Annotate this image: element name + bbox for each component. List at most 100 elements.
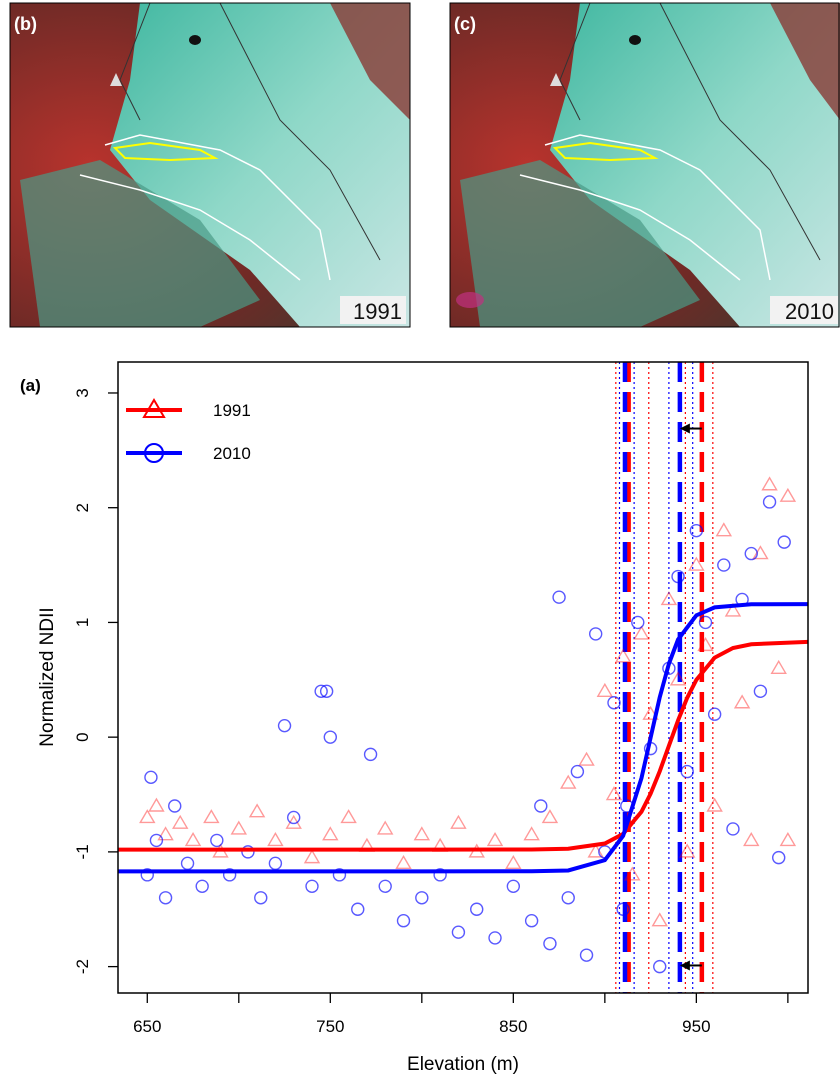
legend-marker xyxy=(142,398,166,418)
fit-curve xyxy=(118,602,808,874)
point xyxy=(570,764,585,779)
point xyxy=(631,615,645,630)
point xyxy=(779,832,797,847)
y-tick-label: 0 xyxy=(73,732,92,741)
point xyxy=(560,774,577,789)
y-axis-title: Normalized NDII xyxy=(37,607,58,746)
panel-label: (c) xyxy=(454,14,476,34)
point xyxy=(579,948,594,962)
point xyxy=(671,569,685,584)
point xyxy=(172,814,189,829)
point xyxy=(210,833,224,848)
point xyxy=(777,535,791,549)
point xyxy=(451,925,466,939)
point xyxy=(762,495,777,509)
point xyxy=(534,799,548,813)
legend-marker xyxy=(144,443,164,463)
point xyxy=(248,803,266,818)
image-frame xyxy=(449,2,840,328)
point xyxy=(761,476,778,491)
y-tick-label: 1 xyxy=(73,618,92,627)
satellite-image xyxy=(10,3,410,327)
point xyxy=(184,832,202,847)
year-box xyxy=(340,296,406,324)
point xyxy=(314,684,328,698)
point xyxy=(772,850,786,865)
point xyxy=(733,694,751,709)
x-tick-label: 850 xyxy=(499,1017,527,1036)
point xyxy=(743,832,760,847)
point xyxy=(340,809,357,824)
x-axis-title: Elevation (m) xyxy=(407,1054,519,1075)
point xyxy=(624,866,641,881)
point xyxy=(139,809,156,824)
legend-label: 1991 xyxy=(213,401,251,420)
image-frame xyxy=(9,2,411,328)
x-tick-label: 750 xyxy=(316,1017,344,1036)
point xyxy=(678,843,696,858)
point xyxy=(698,615,713,630)
point xyxy=(322,826,339,841)
point xyxy=(706,797,723,812)
y-tick-label: -1 xyxy=(73,844,92,859)
y-tick-label: 3 xyxy=(73,388,92,397)
year-box xyxy=(770,296,838,324)
point xyxy=(669,671,687,686)
point xyxy=(726,822,740,836)
point xyxy=(488,931,502,945)
point xyxy=(303,849,321,864)
point xyxy=(614,648,632,663)
point xyxy=(277,718,292,733)
point xyxy=(267,832,284,847)
point xyxy=(605,786,623,801)
point xyxy=(596,682,614,697)
point xyxy=(203,809,220,824)
point xyxy=(753,684,768,698)
point xyxy=(561,891,575,905)
point xyxy=(378,879,392,894)
point xyxy=(332,868,347,882)
point xyxy=(222,868,237,882)
point xyxy=(697,636,714,652)
point xyxy=(241,845,255,859)
point xyxy=(433,868,447,882)
point xyxy=(158,891,173,905)
year-label: 1991 xyxy=(353,299,402,324)
point xyxy=(363,747,378,762)
point xyxy=(395,854,412,870)
point xyxy=(633,625,650,640)
point xyxy=(285,814,302,829)
point xyxy=(588,627,603,641)
point xyxy=(779,487,797,502)
point xyxy=(770,659,787,675)
arrow-head xyxy=(679,960,690,971)
point xyxy=(707,707,722,721)
fit-curve xyxy=(118,639,808,852)
point xyxy=(144,770,158,785)
point xyxy=(195,879,209,894)
panel-label: (a) xyxy=(20,376,41,395)
point xyxy=(351,902,365,916)
point xyxy=(230,820,248,835)
point xyxy=(578,751,595,766)
arrow-head xyxy=(679,423,690,434)
point xyxy=(470,902,484,916)
point xyxy=(413,826,431,841)
y-tick-label: -2 xyxy=(73,959,92,974)
point xyxy=(254,891,268,905)
point xyxy=(688,556,705,571)
x-tick-label: 950 xyxy=(682,1017,710,1036)
point xyxy=(717,558,731,572)
point xyxy=(287,810,301,825)
point xyxy=(607,696,621,710)
point xyxy=(506,879,521,894)
point xyxy=(415,891,429,905)
plot-frame xyxy=(117,361,809,994)
point xyxy=(268,856,283,871)
point xyxy=(396,914,411,928)
point xyxy=(140,868,154,882)
point xyxy=(552,590,566,604)
point xyxy=(543,936,557,951)
point xyxy=(505,854,522,870)
point xyxy=(450,814,467,829)
